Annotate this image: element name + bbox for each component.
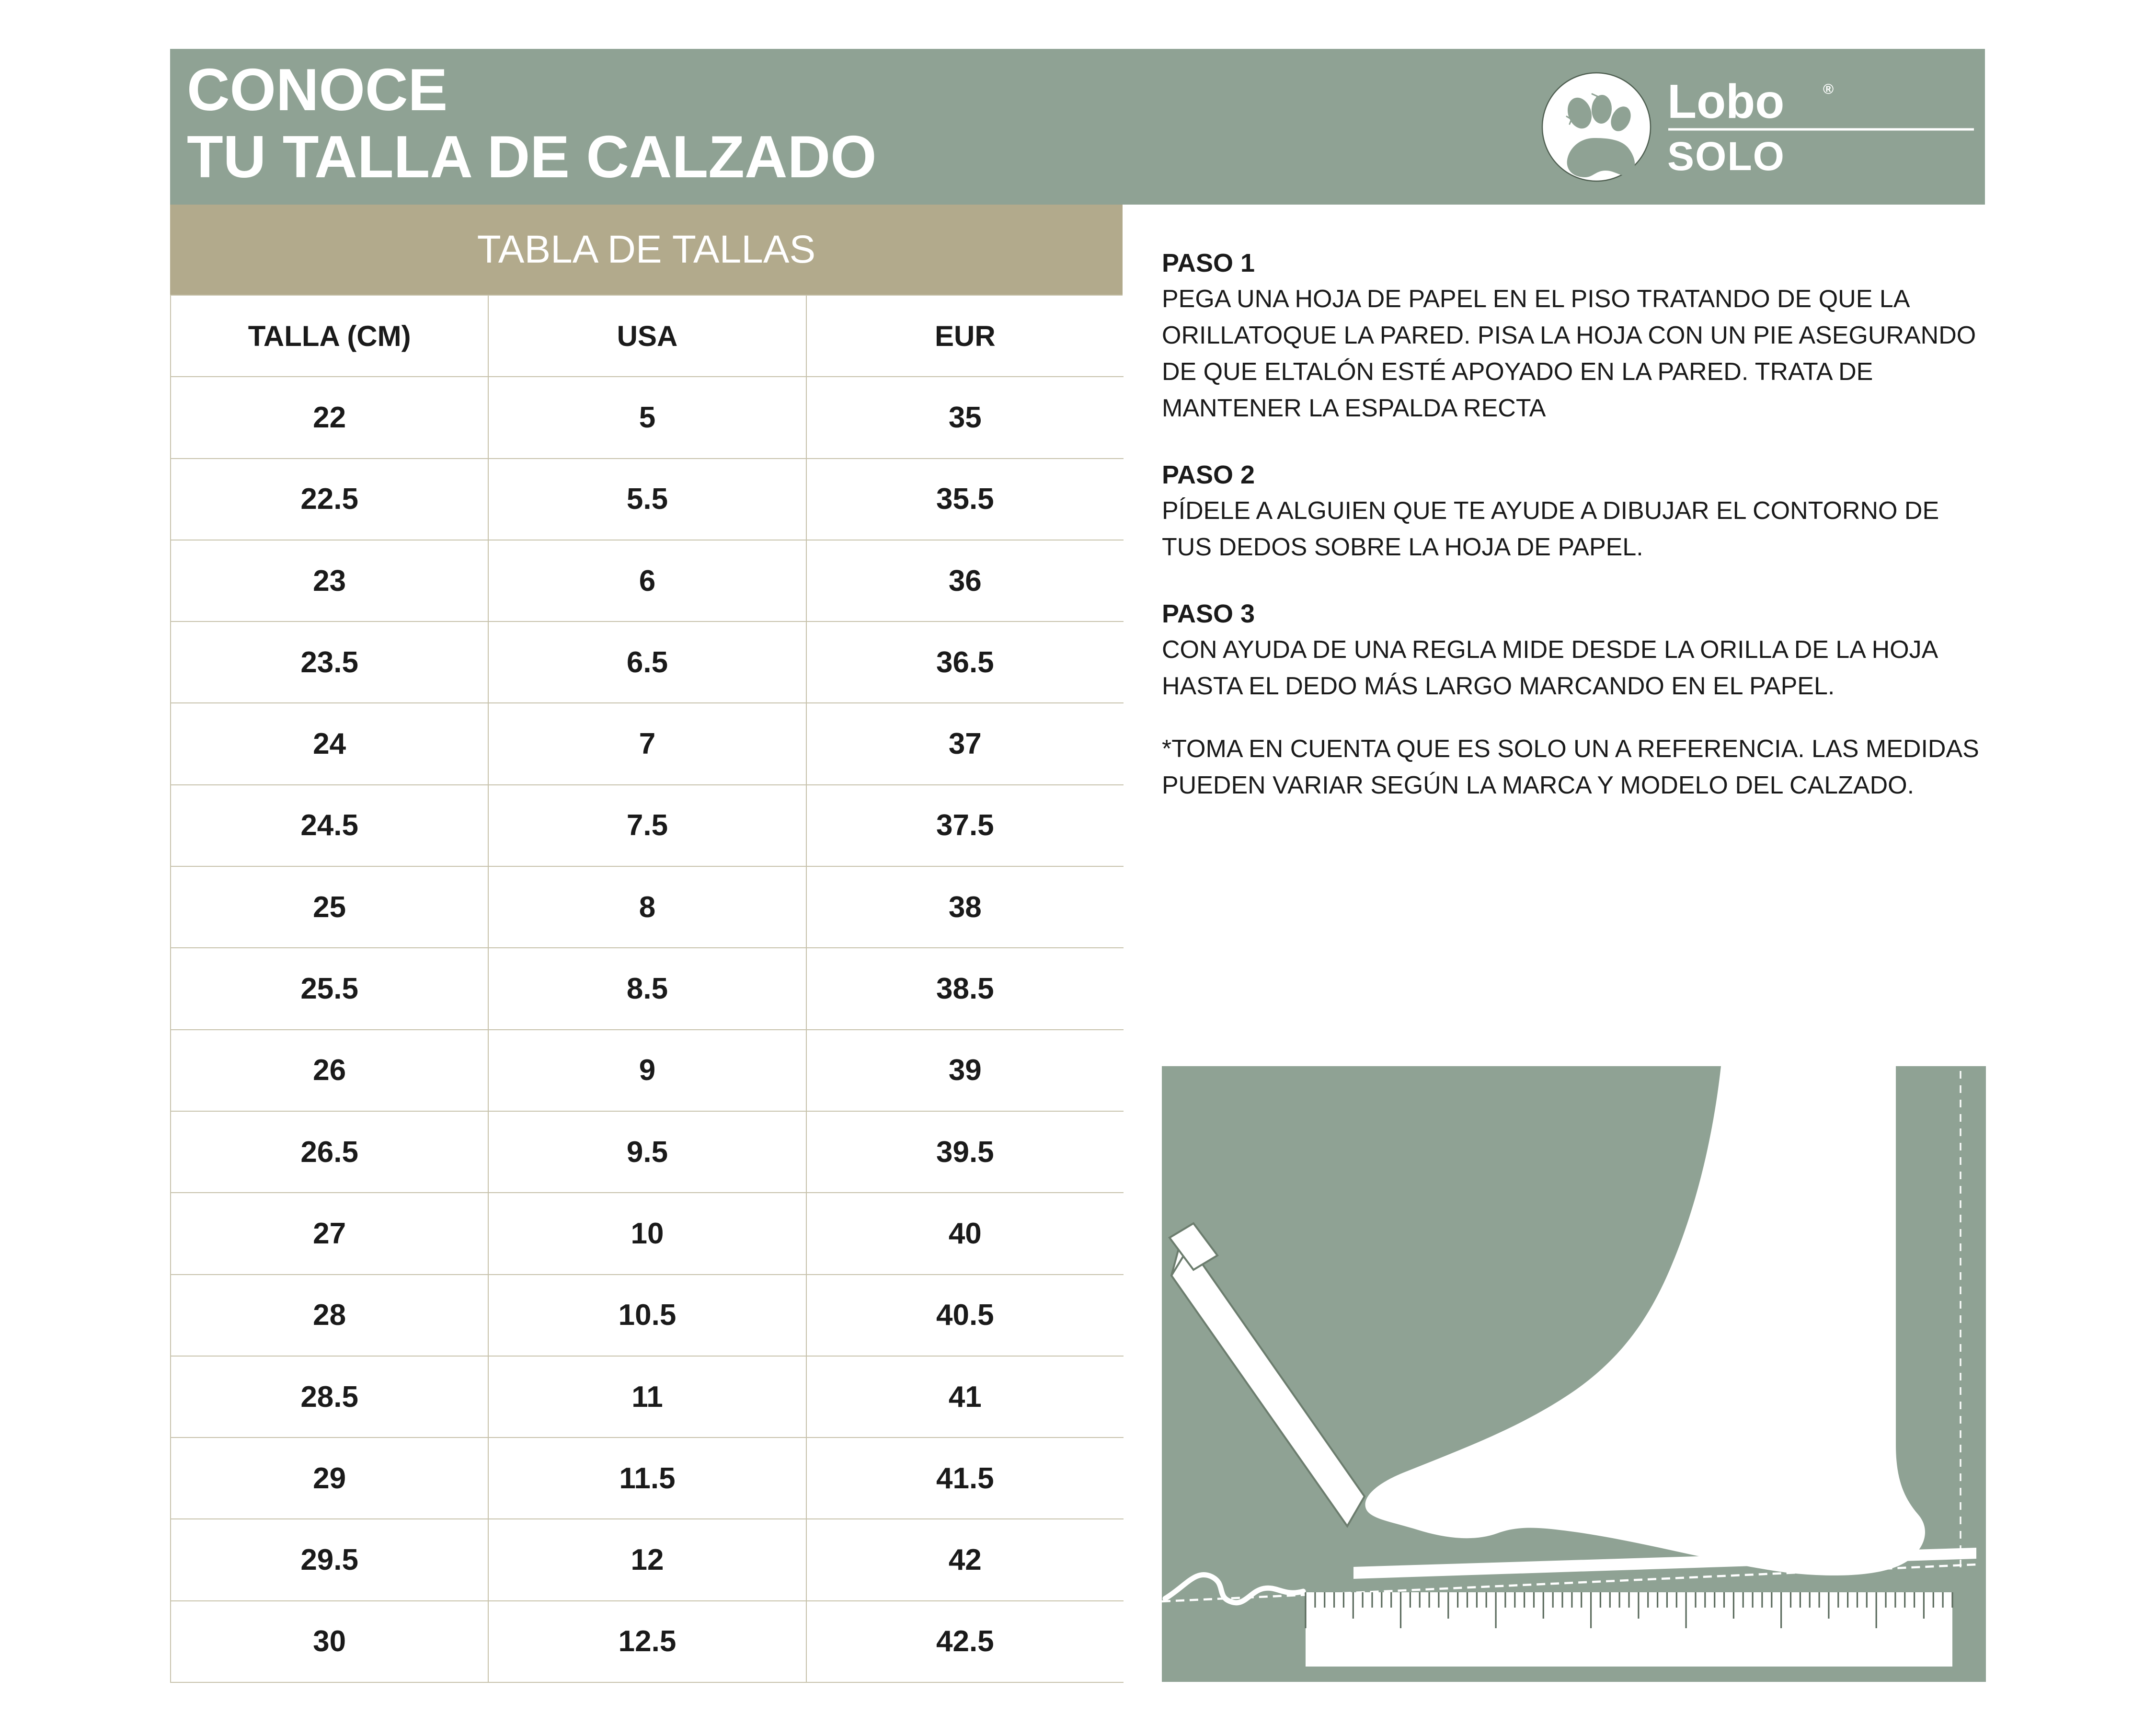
svg-text:SOLO: SOLO bbox=[1667, 134, 1785, 179]
svg-text:®: ® bbox=[1823, 81, 1834, 97]
svg-text:Lobo: Lobo bbox=[1667, 75, 1784, 128]
